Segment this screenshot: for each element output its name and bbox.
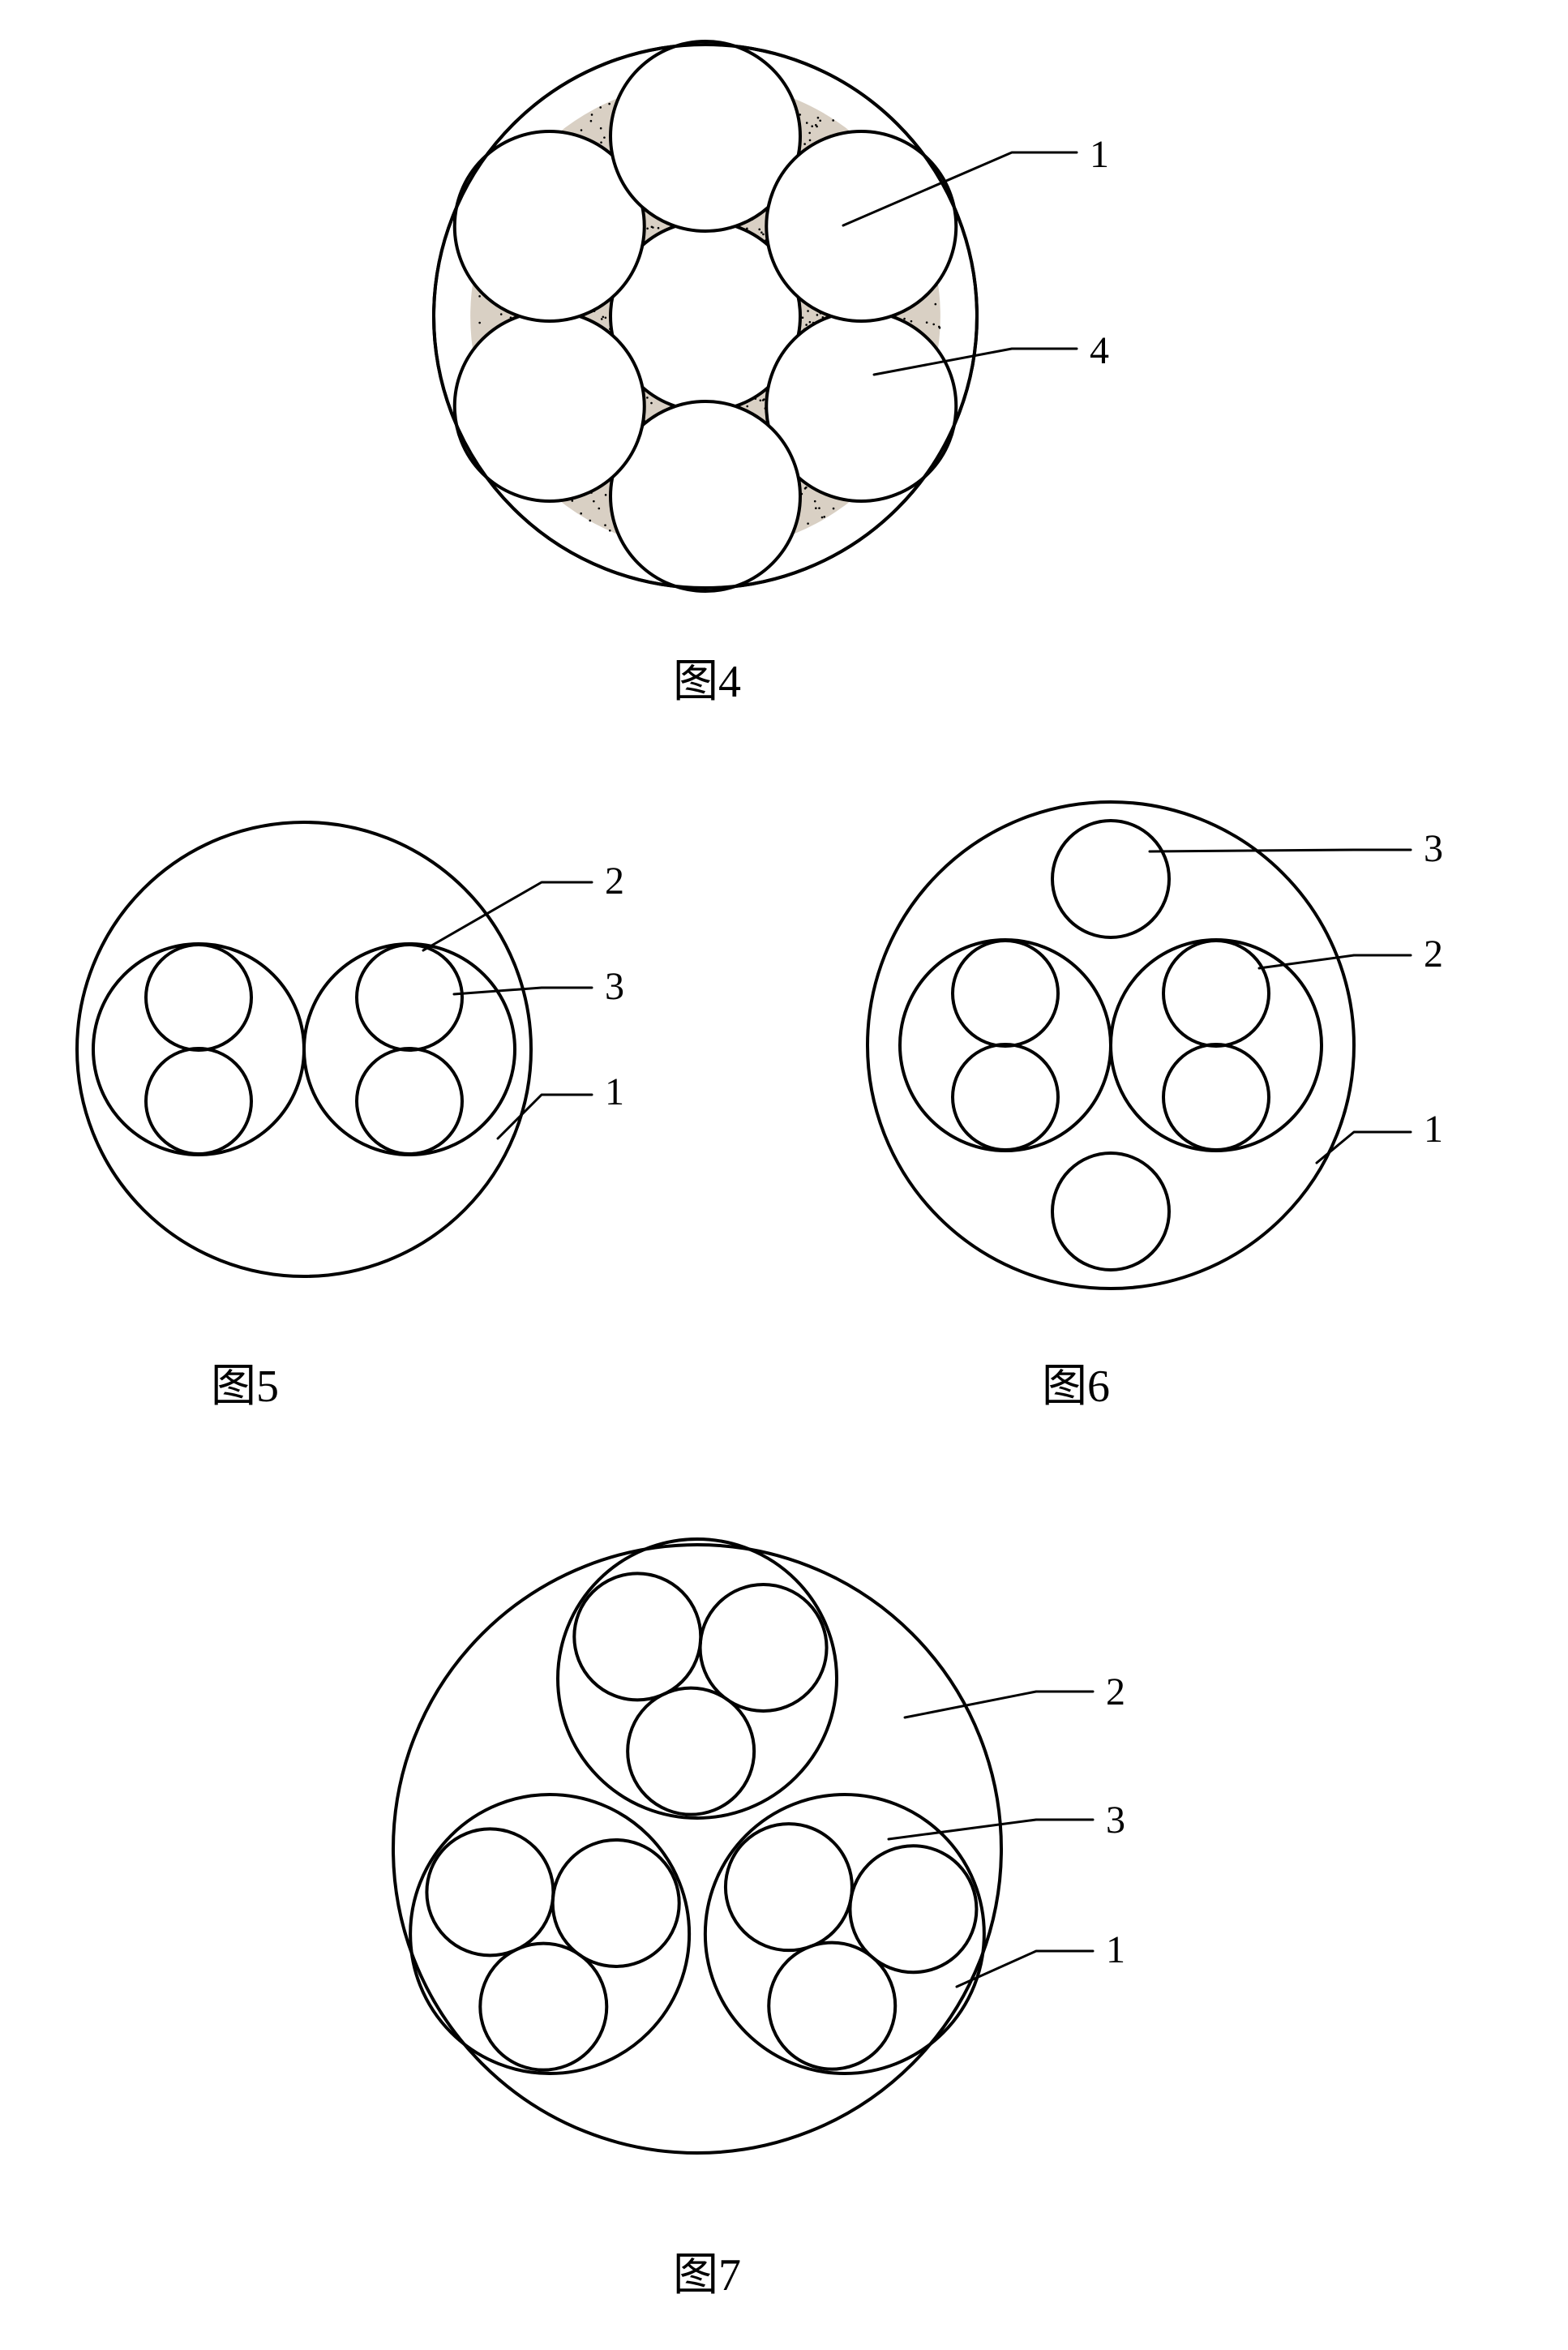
- callout-label: 2: [605, 860, 624, 903]
- callout-label: 1: [605, 1070, 624, 1113]
- figure-6-caption: 图6: [1042, 1349, 1110, 1415]
- figure-7-caption: 图7: [673, 2238, 741, 2304]
- figure-7-svg: 2 3 1: [357, 1524, 1200, 2189]
- figure-6-svg: 3 2 1: [851, 782, 1524, 1301]
- figure-5-caption: 图5: [211, 1349, 279, 1415]
- callout-label: 3: [1424, 827, 1443, 870]
- figure-4-svg: 14: [405, 24, 1167, 608]
- figure-5-svg: 2 3 1: [57, 806, 705, 1293]
- callout-label: 2: [1424, 933, 1443, 976]
- callout-label: 4: [1090, 329, 1109, 372]
- callout-label: 2: [1106, 1670, 1125, 1713]
- figure-4-caption: 图4: [673, 645, 741, 710]
- callout-label: 3: [605, 965, 624, 1008]
- callout-label: 1: [1424, 1108, 1443, 1151]
- callout-label: 3: [1106, 1799, 1125, 1842]
- callout-label: 1: [1106, 1928, 1125, 1971]
- callout-label: 1: [1090, 133, 1109, 176]
